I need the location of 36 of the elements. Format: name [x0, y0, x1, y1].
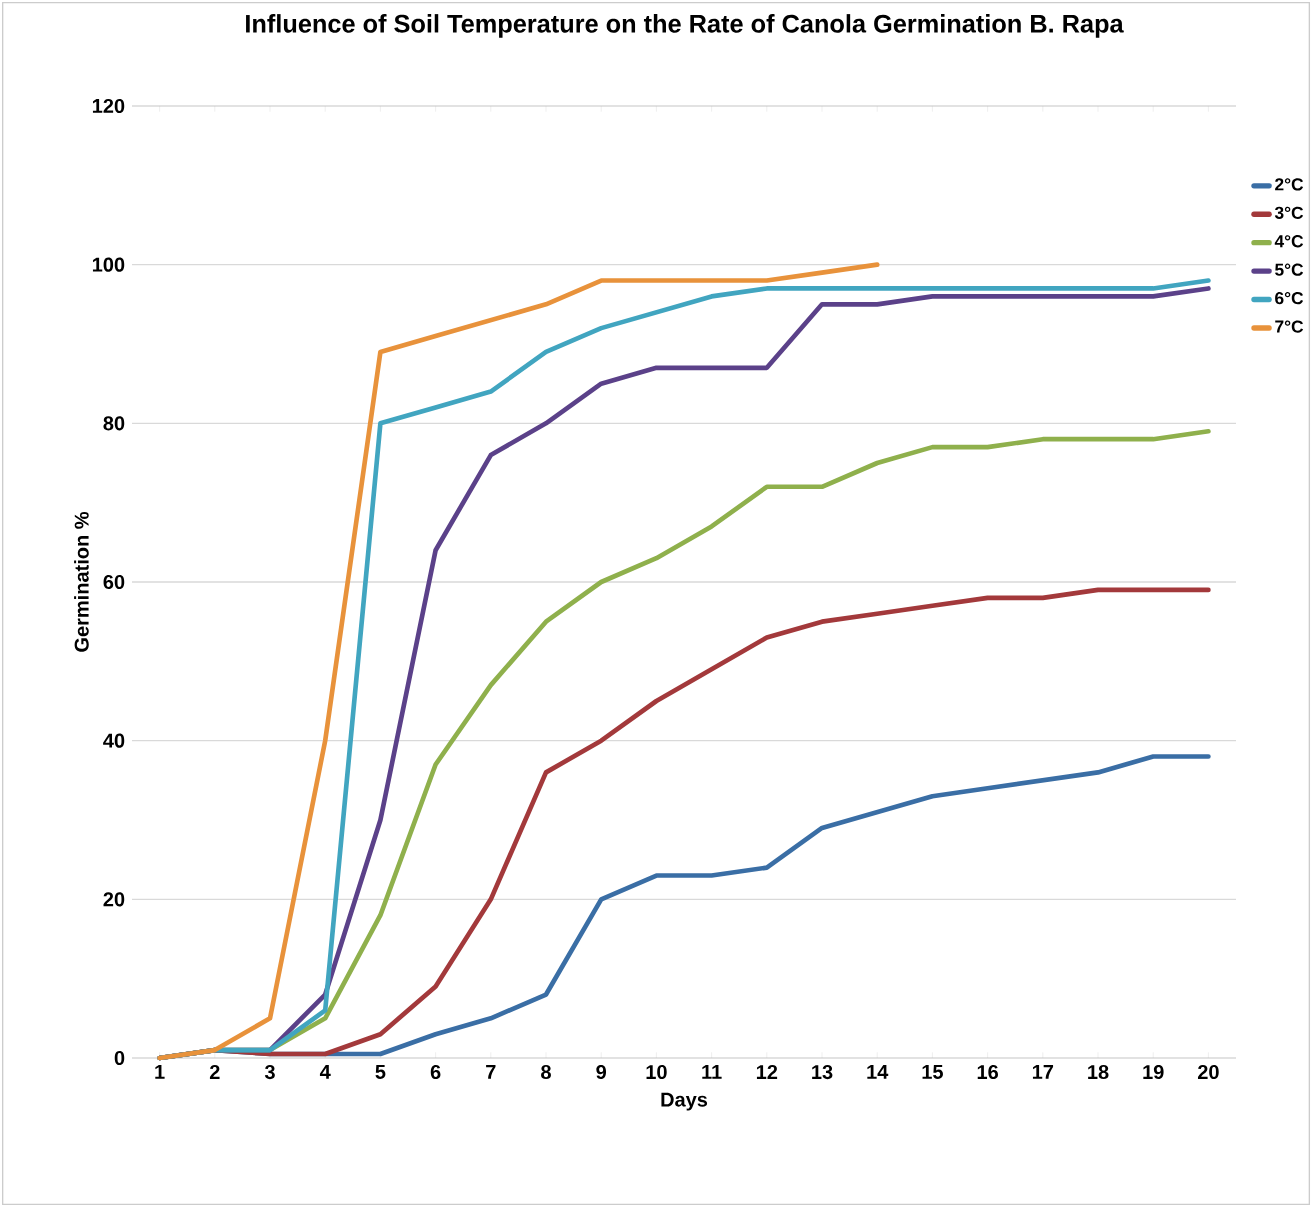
- x-tick-label: 7: [486, 1064, 496, 1079]
- y-tick-label: 20: [103, 892, 125, 907]
- legend-label: 5°C: [1275, 263, 1304, 276]
- x-tick-label: 8: [541, 1064, 551, 1080]
- x-tick-label: 10: [646, 1064, 667, 1080]
- x-tick-label: 3: [264, 1064, 275, 1080]
- y-tick-label: 120: [92, 98, 125, 114]
- y-tick-label: 0: [114, 1050, 125, 1066]
- x-tick-label: 6: [430, 1064, 441, 1080]
- x-tick-label: 19: [1143, 1064, 1164, 1080]
- x-tick-label: 1: [155, 1064, 165, 1079]
- chart-title: Influence of Soil Temperature on the Rate of Canola Germination B. Rapa: [246, 14, 1124, 38]
- legend-label: 4°C: [1274, 235, 1304, 248]
- x-tick-label: 17: [1032, 1064, 1054, 1079]
- legend-label: 2°C: [1275, 178, 1304, 191]
- legend-label: 7°C: [1275, 320, 1304, 333]
- x-tick-label: 16: [977, 1064, 998, 1080]
- x-axis-title: Days: [661, 1092, 708, 1111]
- x-tick-label: 13: [812, 1064, 833, 1080]
- x-tick-label: 9: [596, 1064, 607, 1080]
- legend-label: 3°C: [1274, 206, 1304, 219]
- y-tick-label: 100: [92, 257, 125, 272]
- x-tick-label: 12: [756, 1064, 778, 1079]
- y-tick-label: 80: [103, 416, 125, 431]
- y-axis-title: Germination %: [74, 511, 89, 652]
- x-tick-label: 15: [922, 1064, 943, 1079]
- x-tick-label: 11: [702, 1064, 722, 1079]
- x-tick-label: 4: [319, 1064, 331, 1079]
- x-tick-label: 20: [1197, 1064, 1219, 1080]
- y-tick-label: 40: [103, 733, 125, 748]
- x-tick-label: 2: [209, 1064, 220, 1079]
- legend-label: 6°C: [1275, 291, 1304, 305]
- x-tick-label: 5: [375, 1064, 386, 1079]
- x-tick-label: 14: [867, 1064, 889, 1079]
- y-tick-label: 60: [103, 574, 125, 590]
- x-tick-label: 18: [1088, 1064, 1109, 1080]
